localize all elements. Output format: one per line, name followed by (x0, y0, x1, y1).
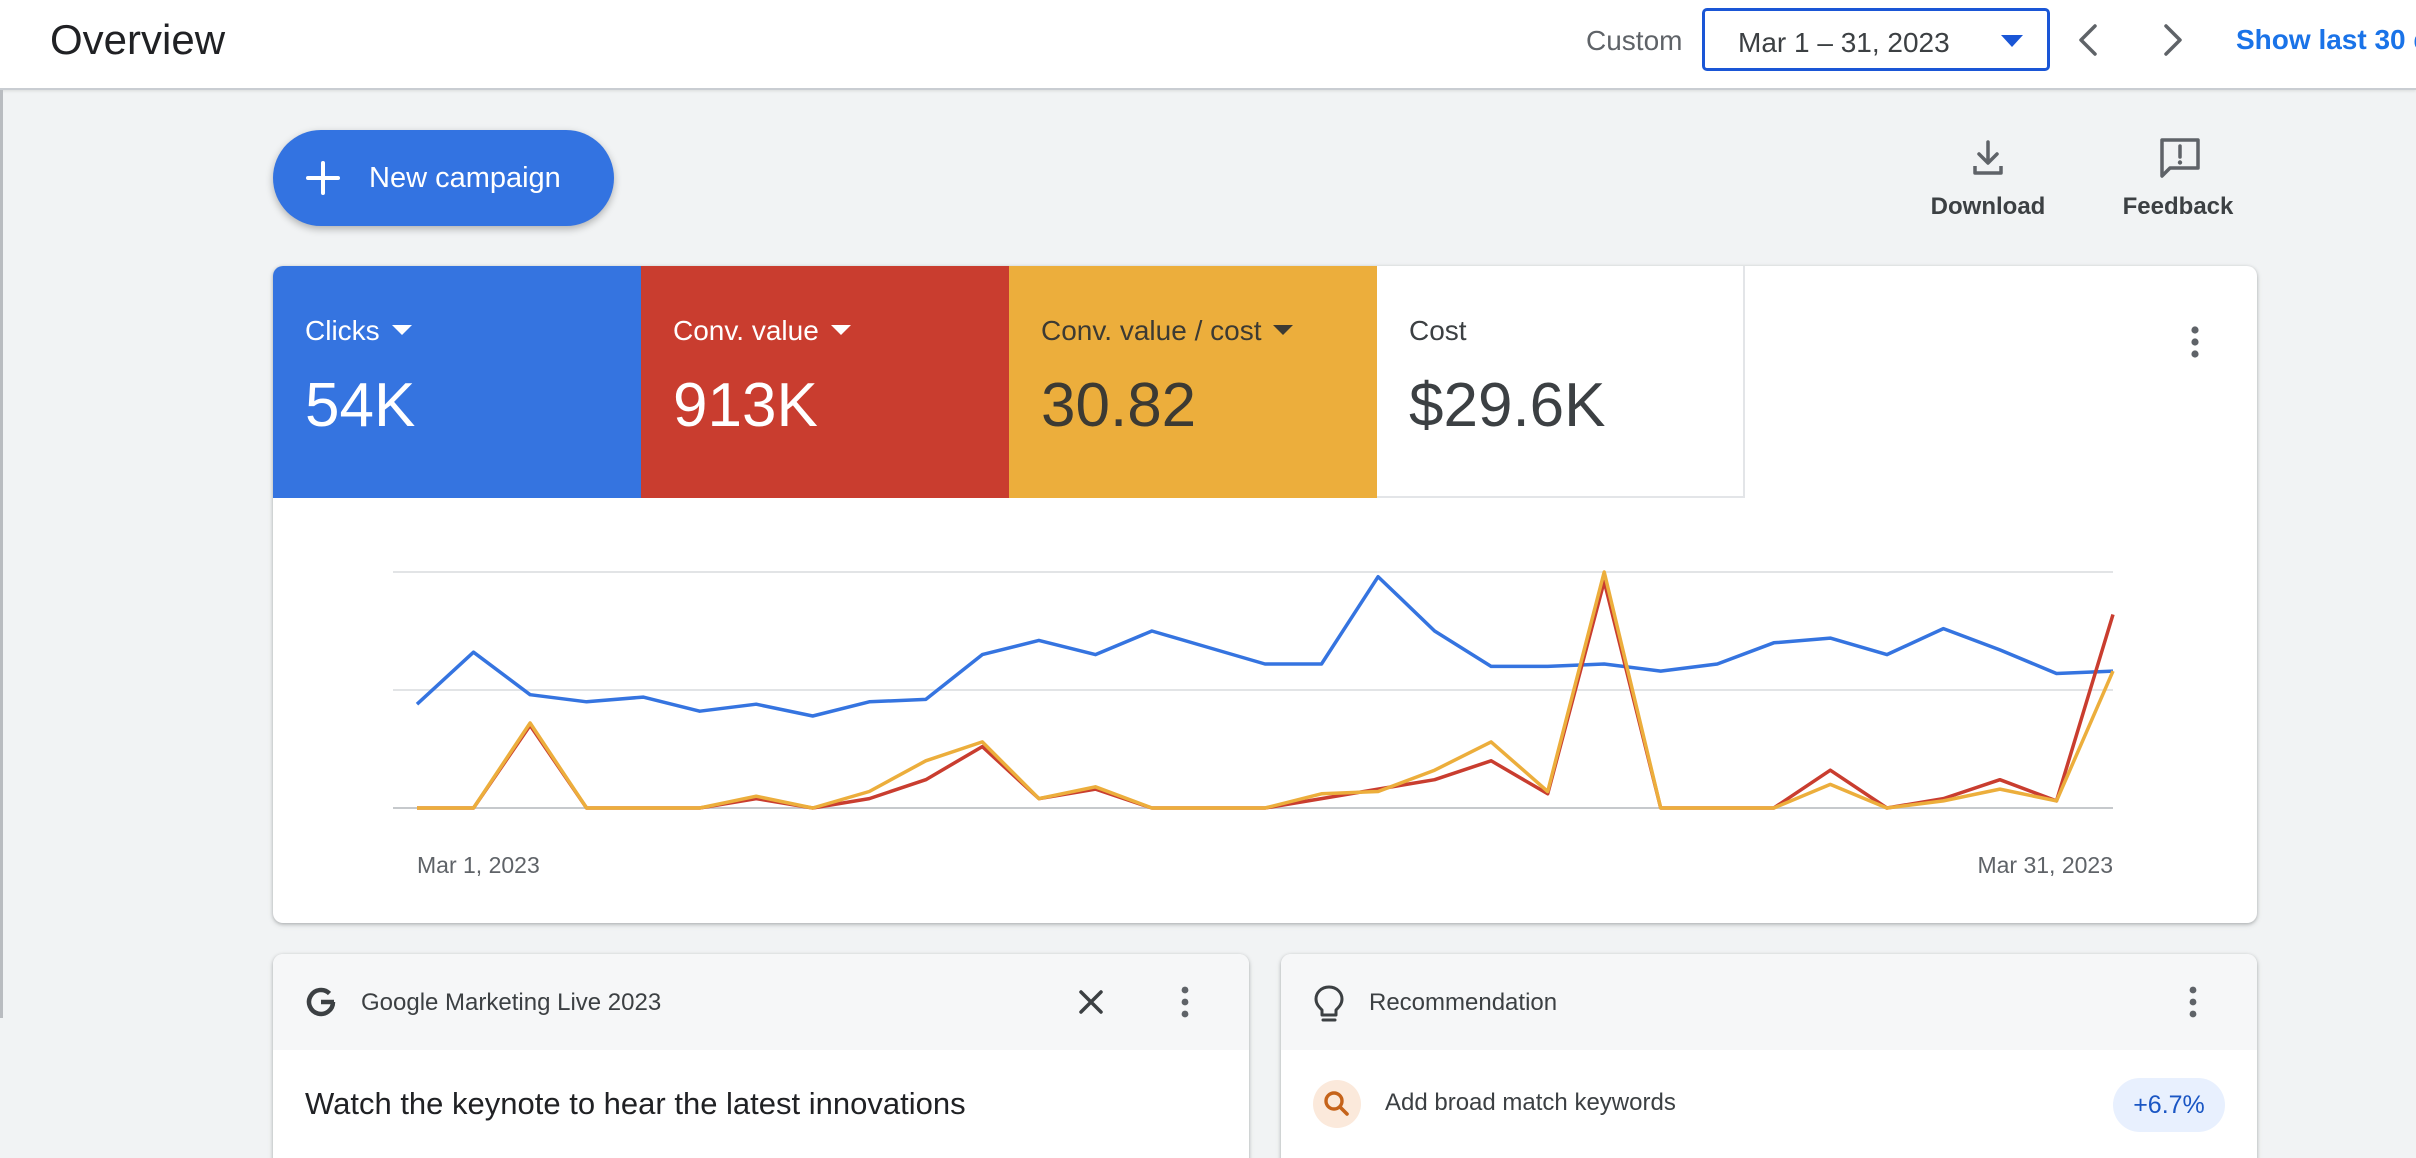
recommendation-text[interactable]: Add broad match keywords (1385, 1089, 1676, 1116)
arrow-drop-down-icon (2001, 35, 2023, 47)
feedback-label: Feedback (2122, 193, 2234, 220)
close-button[interactable] (1069, 980, 1113, 1024)
google-g-icon (306, 987, 336, 1017)
more-vert-icon (1181, 986, 1189, 1018)
plus-icon (306, 161, 340, 195)
promo-card-title: Google Marketing Live 2023 (361, 989, 662, 1016)
new-campaign-button[interactable]: New campaign (273, 130, 614, 226)
promo-card-menu-button[interactable] (1165, 980, 1205, 1024)
download-label: Download (1930, 193, 2046, 220)
chart-series-clicks (415, 574, 2114, 718)
search-icon (1324, 1091, 1349, 1116)
metric-tile-clicks[interactable]: Clicks 54K (273, 266, 641, 498)
x-axis-end-label: Mar 31, 2023 (1977, 852, 2113, 878)
top-bar: Overview Custom Mar 1 – 31, 2023 Show la… (0, 0, 2416, 90)
recommendation-card-title: Recommendation (1369, 989, 1558, 1016)
chart-series-conv-value (417, 579, 2115, 810)
performance-chart: Mar 1, 2023 Mar 31, 2023 (393, 570, 2115, 878)
arrow-drop-down-icon (391, 324, 412, 335)
download-button[interactable]: Download (1908, 136, 2068, 226)
metric-label: Conv. value (673, 314, 851, 348)
recommendation-card: Recommendation Add broad match keywords … (1281, 954, 2257, 1158)
new-campaign-label: New campaign (369, 162, 561, 194)
chart-gridlines (393, 571, 2113, 809)
previous-period-button[interactable] (2066, 16, 2114, 64)
date-range-picker[interactable]: Mar 1 – 31, 2023 (1702, 8, 2050, 71)
date-range-type: Custom (1586, 25, 1683, 56)
recommendation-card-menu-button[interactable] (2173, 980, 2213, 1024)
metric-value: 913K (673, 371, 818, 440)
arrow-drop-down-icon (1273, 324, 1294, 335)
metric-label: Conv. value / cost (1041, 314, 1294, 348)
metric-value: 30.82 (1041, 371, 1197, 440)
download-icon (1973, 140, 2003, 175)
feedback-icon (2160, 138, 2200, 178)
x-axis-start-label: Mar 1, 2023 (417, 852, 540, 878)
more-vert-icon (2191, 326, 2199, 358)
metric-label: Cost (1409, 315, 1467, 346)
metric-tile-cost[interactable]: Cost $29.6K (1377, 266, 1745, 498)
chart-series-conv-value-cost (417, 570, 2115, 810)
date-range-label: Mar 1 – 31, 2023 (1738, 27, 1950, 58)
metric-tile-conv-value[interactable]: Conv. value 913K (641, 266, 1009, 498)
promo-card: Google Marketing Live 2023 Watch the key… (273, 954, 1249, 1158)
metric-label: Clicks (305, 314, 412, 348)
chevron-right-icon (2164, 24, 2182, 56)
performance-card: Clicks 54K Conv. value 913K Conv. value … (273, 266, 2257, 923)
search-icon-badge (1313, 1080, 1361, 1128)
chart-series (415, 570, 2115, 810)
arrow-drop-down-icon (830, 324, 851, 335)
page-title: Overview (50, 16, 226, 63)
promo-headline[interactable]: Watch the keynote to hear the latest inn… (305, 1086, 966, 1121)
metric-value: 54K (305, 371, 416, 440)
promo-card-header: Google Marketing Live 2023 (273, 954, 1249, 1050)
close-icon (1079, 990, 1103, 1014)
recommendation-lift-badge[interactable]: +6.7% (2113, 1078, 2225, 1132)
lightbulb-icon (1314, 985, 1344, 1022)
metric-value: $29.6K (1409, 371, 1606, 440)
recommendation-card-header: Recommendation (1281, 954, 2257, 1050)
card-menu-button[interactable] (2175, 320, 2215, 368)
next-period-button[interactable] (2147, 16, 2195, 64)
feedback-button[interactable]: Feedback (2098, 136, 2258, 226)
more-vert-icon (2189, 986, 2197, 1018)
chevron-left-icon (2079, 24, 2097, 56)
metric-tile-conv-value-per-cost[interactable]: Conv. value / cost 30.82 (1009, 266, 1377, 498)
divider (0, 90, 3, 1018)
show-last-30-days-link[interactable]: Show last 30 d (2236, 24, 2416, 55)
